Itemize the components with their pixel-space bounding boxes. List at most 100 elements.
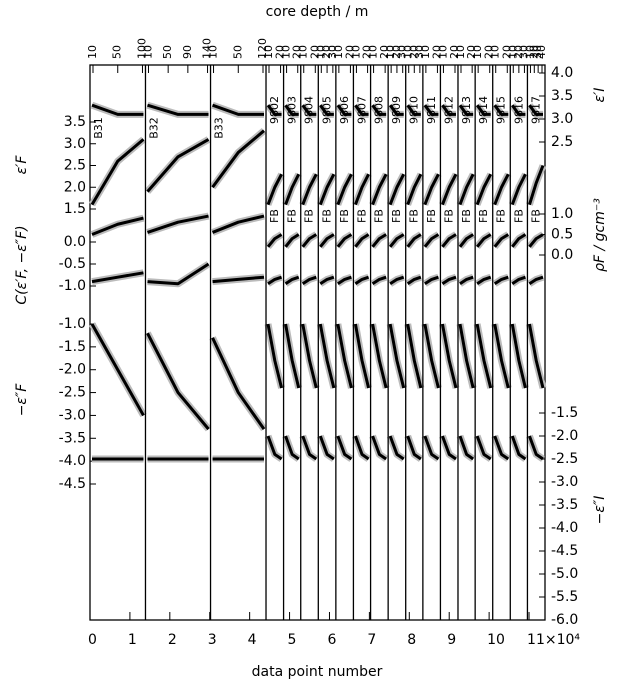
curve [90, 138, 145, 206]
y2-tick-label: -3.0 [551, 474, 578, 490]
curve-halo [144, 331, 212, 432]
curve [423, 173, 440, 206]
top-tick-label: 30 [517, 45, 530, 59]
y2-tick-label: -2.5 [551, 451, 578, 467]
curve [336, 233, 353, 248]
curve [319, 104, 334, 116]
top-tick-label: 20 [465, 45, 478, 59]
segment-label: FB [460, 209, 473, 223]
curve [266, 104, 282, 116]
x-tick-label: 10 [487, 632, 505, 648]
curve [354, 173, 370, 206]
curve [423, 435, 440, 461]
curve [337, 275, 352, 286]
y-tick-label: -4.0 [59, 453, 86, 469]
curve [371, 173, 388, 206]
curve [423, 323, 440, 389]
curve [458, 233, 474, 248]
top-tick-label: 20 [512, 45, 525, 59]
curve [511, 275, 526, 286]
curve-halo [88, 136, 146, 207]
top-tick-label: 20 [430, 45, 443, 59]
curve [441, 233, 457, 248]
x-tick-label: 0 [88, 632, 97, 648]
segment-name: 9808 [373, 96, 386, 124]
top-tick-label: 10 [349, 45, 362, 59]
curve [284, 173, 301, 206]
x-tick-label: 5 [288, 632, 297, 648]
segment-name: 9807 [355, 96, 368, 124]
top-tick-label: 30 [326, 45, 339, 59]
curve [336, 173, 353, 206]
y2-tick-label: -2.0 [551, 428, 578, 444]
y-tick-label: 1.5 [64, 201, 86, 217]
segment-label: FB [355, 209, 368, 223]
curve [211, 214, 265, 234]
top-tick-label: 10 [262, 45, 275, 59]
curve [336, 323, 353, 389]
curve [354, 104, 369, 116]
curve [284, 104, 299, 116]
curve [510, 435, 527, 461]
curve [301, 435, 318, 461]
top-tick-label: 10 [523, 45, 536, 59]
y2-tick-label: 0.0 [551, 247, 573, 263]
curve [493, 323, 510, 389]
segment-name: 9816 [512, 96, 525, 124]
curve [475, 104, 491, 116]
curve [493, 435, 510, 461]
curve [476, 275, 492, 286]
top-tick-label: 20 [308, 45, 321, 59]
curve [371, 104, 387, 116]
x-tick-label: 8 [407, 632, 416, 648]
y-tick-label: -1.0 [59, 316, 86, 332]
curve [371, 233, 387, 248]
top-tick-label: 10 [141, 45, 154, 59]
curve [406, 233, 422, 248]
curve [528, 104, 543, 116]
curve [528, 275, 544, 286]
segment-label: FB [268, 209, 281, 223]
segment-label: FB [442, 209, 455, 223]
segment-name: 9812 [442, 96, 455, 124]
curve [388, 104, 404, 116]
curve [353, 323, 371, 389]
x-tick-label: 3 [208, 632, 217, 648]
curve [371, 323, 388, 389]
curve [266, 435, 283, 461]
x-tick-label: 1 [128, 632, 137, 648]
curve [424, 275, 439, 286]
segment-name: B31 [92, 117, 105, 139]
segment-label: FB [303, 209, 316, 223]
top-tick-label: 20 [378, 45, 391, 59]
x-tick-label: 2 [168, 632, 177, 648]
curve [284, 275, 300, 286]
segment-name: 9814 [477, 96, 490, 124]
top-tick-label: 10 [402, 45, 415, 59]
segment-name: 9817 [529, 96, 542, 124]
band-axis-label: C(ε′F, −ε″F) [14, 225, 30, 304]
curve [441, 104, 456, 116]
curve [318, 435, 335, 461]
curve [354, 435, 370, 461]
curve [440, 323, 458, 389]
top-tick-label: 10 [332, 45, 345, 59]
curve [510, 323, 527, 389]
y2-tick-label: -4.0 [551, 520, 578, 536]
top-tick-label: 50 [231, 45, 244, 59]
band-axis-label: ε′F [14, 155, 30, 175]
y2-tick-label: -4.5 [551, 543, 578, 559]
top-tick-label: 50 [161, 45, 174, 59]
segment-label: FB [390, 209, 403, 223]
curve [528, 435, 544, 461]
x-tick-label: 4 [248, 632, 257, 648]
top-tick-label: 20 [320, 45, 333, 59]
y-tick-label: 2.5 [64, 158, 86, 174]
top-tick-label: 10 [280, 45, 293, 59]
curve [406, 435, 422, 461]
curve [475, 323, 493, 389]
curve [406, 104, 421, 116]
top-tick-label: 30 [531, 45, 544, 59]
top-tick-label: 20 [527, 45, 540, 59]
y-tick-label: 0.0 [64, 234, 86, 250]
